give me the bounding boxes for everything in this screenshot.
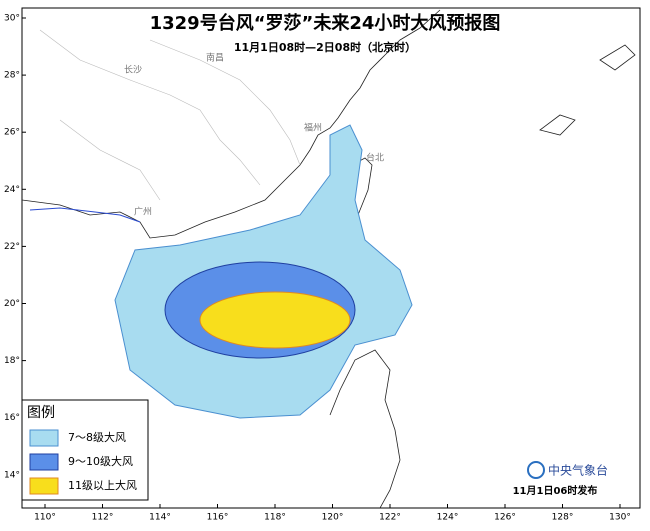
lon-label: 110°: [34, 513, 56, 523]
legend-swatch: [29, 453, 59, 471]
lon-label: 126°: [494, 513, 516, 523]
lat-label: 14°: [4, 470, 20, 480]
legend-title: 图例: [27, 405, 55, 421]
city-label: 台北: [366, 152, 384, 164]
river: [29, 207, 141, 223]
legend-label: 7～8级大风: [68, 430, 126, 444]
issue-time: 11月1日06时发布: [513, 484, 598, 497]
lat-label: 26°: [4, 128, 20, 138]
agency-name: 中央气象台: [548, 463, 608, 478]
lat-label: 30°: [4, 14, 20, 24]
lat-label: 24°: [4, 185, 20, 195]
legend-box: [21, 399, 149, 501]
gale-11-area: [199, 291, 351, 349]
legend-label: 9～10级大风: [68, 454, 133, 468]
lon-label: 124°: [437, 513, 459, 523]
lon-label: 112°: [92, 513, 114, 523]
city-label: 广州: [134, 206, 152, 218]
lat-label: 28°: [4, 71, 20, 81]
lat-label: 20°: [4, 299, 20, 309]
lon-label: 114°: [149, 513, 171, 523]
lon-label: 116°: [207, 513, 229, 523]
lon-label: 122°: [379, 513, 401, 523]
lon-label: 128°: [552, 513, 574, 523]
legend-swatch: [29, 477, 59, 495]
title: 1329号台风“罗莎”未来24小时大风预报图: [150, 12, 501, 34]
city-label: 长沙: [124, 64, 142, 76]
lat-label: 18°: [4, 356, 20, 366]
agency-logo: [527, 461, 545, 479]
subtitle: 11月1日08时—2日08时（北京时）: [234, 40, 416, 54]
lon-label: 120°: [322, 513, 344, 523]
province-borders: [39, 29, 301, 201]
legend: 图例 7～8级大风 9～10级大风 11级以上大风: [21, 399, 149, 501]
legend-swatch: [29, 429, 59, 447]
lon-label: 130°: [609, 513, 631, 523]
lat-label: 22°: [4, 242, 20, 252]
lon-label: 118°: [264, 513, 286, 523]
lat-label: 16°: [4, 413, 20, 423]
legend-label: 11级以上大风: [68, 478, 137, 492]
city-label: 福州: [304, 122, 322, 134]
city-label: 南昌: [206, 52, 224, 64]
